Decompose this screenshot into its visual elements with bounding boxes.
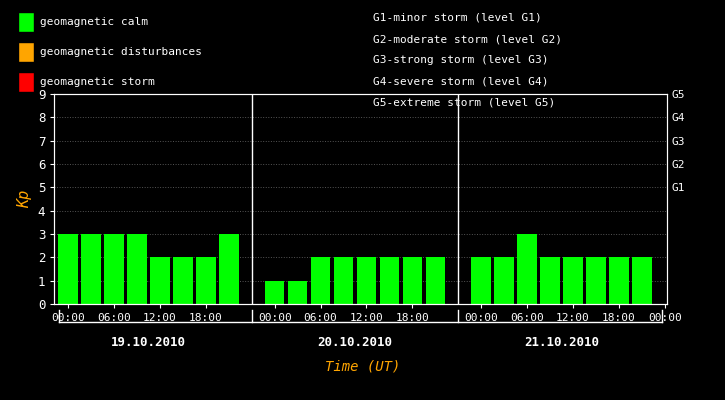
Bar (540, 257, 560, 304)
Bar (586, 257, 605, 304)
Bar (517, 234, 536, 304)
Text: Time (UT): Time (UT) (325, 359, 400, 373)
Bar (357, 257, 376, 304)
Text: 21.10.2010: 21.10.2010 (524, 336, 599, 348)
Bar (173, 257, 193, 304)
Bar (150, 257, 170, 304)
Bar (127, 234, 146, 304)
Text: G5-extreme storm (level G5): G5-extreme storm (level G5) (373, 98, 555, 108)
Bar (81, 234, 101, 304)
Bar (563, 257, 583, 304)
Bar (196, 257, 215, 304)
Bar (334, 257, 353, 304)
Text: G4-severe storm (level G4): G4-severe storm (level G4) (373, 77, 549, 87)
Text: G1-minor storm (level G1): G1-minor storm (level G1) (373, 13, 542, 23)
Bar (288, 281, 307, 304)
Bar (609, 257, 629, 304)
Text: geomagnetic calm: geomagnetic calm (40, 17, 148, 27)
Text: geomagnetic storm: geomagnetic storm (40, 77, 154, 87)
Bar (311, 257, 331, 304)
Bar (265, 281, 284, 304)
Bar (426, 257, 445, 304)
Text: geomagnetic disturbances: geomagnetic disturbances (40, 47, 202, 57)
Bar (59, 234, 78, 304)
Bar (494, 257, 514, 304)
Bar (104, 234, 124, 304)
Bar (219, 234, 239, 304)
Bar (402, 257, 422, 304)
Text: G3-strong storm (level G3): G3-strong storm (level G3) (373, 56, 549, 66)
Y-axis label: Kp: Kp (17, 190, 33, 208)
Bar (380, 257, 399, 304)
Text: 19.10.2010: 19.10.2010 (111, 336, 186, 348)
Bar (471, 257, 491, 304)
Text: G2-moderate storm (level G2): G2-moderate storm (level G2) (373, 34, 563, 44)
Text: 20.10.2010: 20.10.2010 (318, 336, 392, 348)
Bar (632, 257, 652, 304)
